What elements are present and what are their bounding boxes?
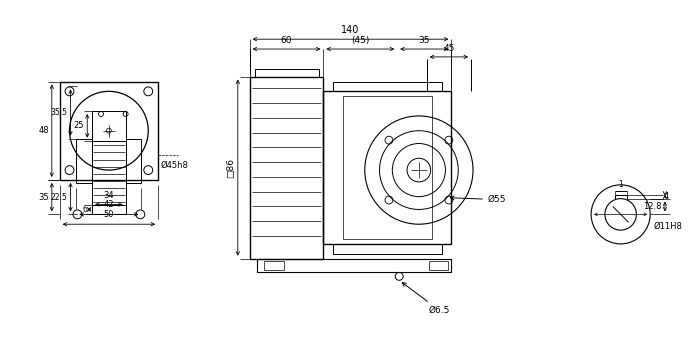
Text: 1: 1 — [618, 180, 623, 189]
Bar — [76, 139, 92, 183]
Bar — [125, 139, 141, 183]
Bar — [333, 82, 442, 91]
Bar — [323, 91, 452, 244]
Text: 42: 42 — [104, 201, 114, 209]
Bar — [343, 96, 432, 239]
Text: 50: 50 — [104, 210, 114, 219]
Text: 6: 6 — [83, 205, 88, 214]
Text: 45: 45 — [443, 44, 454, 53]
Bar — [60, 82, 158, 180]
Bar — [92, 204, 125, 214]
Text: 25: 25 — [74, 121, 84, 130]
Text: Ø6.5: Ø6.5 — [402, 282, 450, 315]
Text: 35: 35 — [38, 193, 49, 202]
Bar — [256, 259, 452, 272]
Bar — [265, 261, 284, 271]
Bar — [428, 261, 449, 271]
Text: (45): (45) — [351, 36, 370, 45]
Bar — [255, 69, 318, 77]
Text: 34: 34 — [104, 191, 114, 199]
Text: 35: 35 — [419, 36, 430, 45]
Text: 48: 48 — [38, 126, 49, 135]
Text: 140: 140 — [342, 25, 360, 35]
Text: □86: □86 — [226, 158, 235, 177]
Text: 12.8: 12.8 — [643, 202, 662, 211]
Bar — [250, 77, 323, 259]
Text: Ø55: Ø55 — [450, 195, 506, 204]
Text: 35.5: 35.5 — [50, 108, 68, 117]
Text: 60: 60 — [281, 36, 293, 45]
Text: Ø45h8: Ø45h8 — [160, 161, 188, 170]
Text: 22.5: 22.5 — [51, 193, 68, 202]
Bar — [92, 141, 125, 204]
Bar — [333, 244, 442, 254]
Text: 4: 4 — [664, 192, 669, 201]
Text: Ø11H8: Ø11H8 — [653, 222, 682, 231]
Bar — [92, 111, 125, 141]
